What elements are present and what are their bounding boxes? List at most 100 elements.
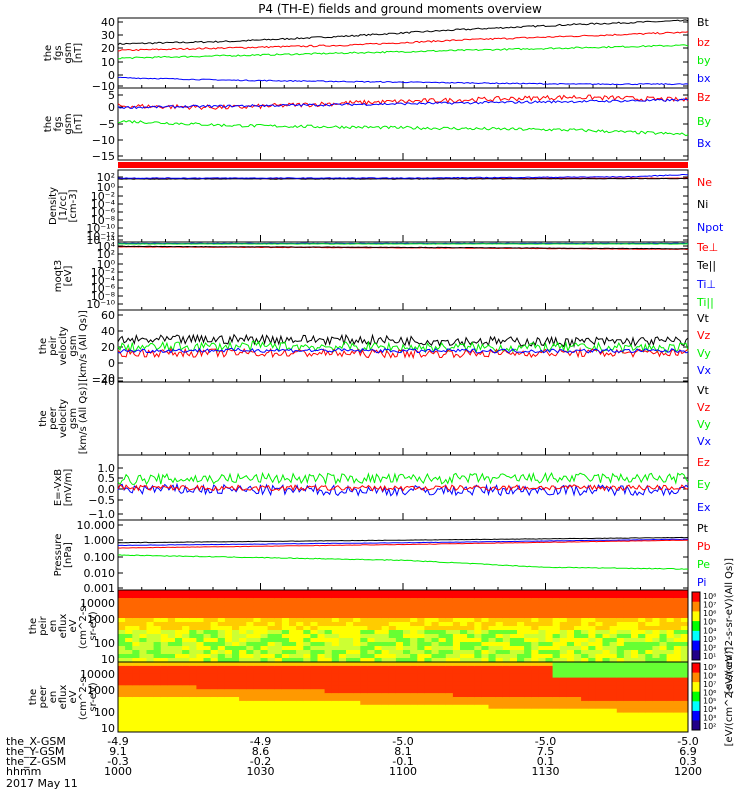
colorbar-cell (692, 701, 700, 705)
heatmap-cell (581, 673, 589, 679)
heatmap-cell (609, 626, 618, 631)
heatmap-cell (410, 728, 418, 733)
heatmap-cell (274, 630, 283, 635)
heatmap-cell (438, 622, 447, 627)
y-tick-label: 1000 (87, 613, 115, 626)
heatmap-cell (203, 697, 212, 702)
heatmap-cell (495, 665, 504, 671)
heatmap-cell (267, 685, 276, 690)
heatmap-cell (502, 606, 511, 611)
y-tick-label: 30 (101, 29, 115, 42)
heatmap-cell (281, 638, 290, 643)
heatmap-cell (552, 673, 561, 679)
heatmap-cell (652, 677, 660, 682)
heatmap-cell (381, 646, 390, 651)
heatmap-cell (289, 720, 297, 725)
heatmap-cell (210, 693, 219, 698)
heatmap-cell (267, 658, 276, 663)
heatmap-cell (595, 614, 603, 619)
heatmap-cell (552, 728, 561, 733)
heatmap-cell (388, 622, 397, 627)
heatmap-cell (538, 626, 546, 631)
heatmap-cell (139, 634, 147, 639)
heatmap-cell (139, 662, 147, 667)
heatmap-cell (260, 654, 269, 659)
heatmap-cell (203, 642, 212, 647)
heatmap-cell (246, 673, 254, 679)
heatmap-cell (431, 704, 440, 710)
heatmap-cell (524, 618, 532, 623)
heatmap-cell (524, 630, 532, 635)
heatmap-cell (260, 728, 269, 733)
heatmap-cell (631, 681, 639, 686)
heatmap-cell (324, 622, 333, 627)
heatmap-cell (346, 650, 354, 655)
heatmap-cell (224, 618, 233, 623)
heatmap-cell (481, 642, 489, 647)
heatmap-cell (146, 716, 155, 721)
colorbar-cell (692, 710, 700, 714)
heatmap-cell (531, 669, 539, 675)
heatmap-cell (623, 728, 632, 733)
legend-entry: Ey (697, 478, 711, 491)
heatmap-cell (139, 598, 147, 603)
heatmap-cell (502, 634, 511, 639)
heatmap-cell (160, 654, 169, 659)
heatmap-cell (324, 646, 333, 651)
heatmap-cell (253, 642, 261, 647)
heatmap-cell (488, 610, 497, 615)
heatmap-cell (203, 724, 212, 729)
y-axis-label: peir (48, 335, 59, 355)
heatmap-cell (403, 598, 411, 603)
y-tick-label: 100 (94, 637, 115, 650)
heatmap-cell (338, 665, 347, 671)
ephemeris-value: 6.9 (679, 745, 697, 758)
heatmap-cell (517, 610, 525, 615)
heatmap-cell (574, 673, 582, 679)
heatmap-cell (303, 689, 311, 694)
heatmap-cell (417, 681, 425, 686)
heatmap-cell (146, 650, 155, 655)
heatmap-cell (452, 634, 461, 639)
panel-frame (117, 661, 689, 733)
heatmap-cell (281, 708, 290, 714)
heatmap-cell (417, 708, 425, 714)
y-tick-label: 0 (108, 101, 115, 114)
heatmap-cell (118, 658, 126, 663)
heatmap-cell (125, 614, 133, 619)
heatmap-cell (538, 689, 546, 694)
heatmap-cell (196, 677, 204, 682)
heatmap-cell (253, 712, 261, 717)
heatmap-cell (303, 602, 311, 607)
heatmap-cell (517, 602, 525, 607)
heatmap-cell (680, 606, 689, 611)
heatmap-cell (182, 626, 190, 631)
heatmap-cell (602, 724, 611, 729)
heatmap-cell (467, 697, 475, 702)
heatmap-cell (267, 665, 276, 671)
heatmap-cell (481, 669, 489, 675)
colorbar-cell (692, 715, 700, 719)
heatmap-cell (595, 697, 603, 702)
heatmap-cell (388, 708, 397, 714)
heatmap-cell (481, 673, 489, 679)
colorbar-cell (692, 626, 700, 629)
heatmap-cell (552, 700, 561, 706)
heatmap-cell (680, 685, 689, 690)
heatmap-cell (574, 662, 582, 667)
heatmap-cell (303, 693, 311, 698)
colorbar-tick-label: 10² (703, 643, 716, 652)
heatmap-cell (267, 594, 276, 599)
heatmap-cell (410, 689, 418, 694)
heatmap-cell (609, 594, 618, 599)
heatmap-cell (246, 716, 254, 721)
heatmap-cell (196, 606, 204, 611)
heatmap-cell (360, 654, 368, 659)
heatmap-cell (260, 685, 269, 690)
heatmap-cell (167, 689, 176, 694)
heatmap-cell (324, 642, 333, 647)
heatmap-cell (645, 630, 653, 635)
heatmap-cell (438, 602, 447, 607)
heatmap-cell (395, 618, 404, 623)
